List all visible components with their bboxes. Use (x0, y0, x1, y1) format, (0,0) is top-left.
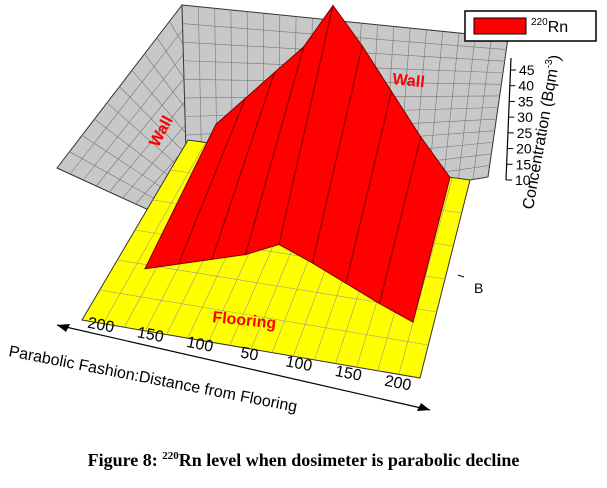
x-axis-arrowhead-right (417, 403, 430, 411)
x-axis-tick-label: 200 (86, 315, 116, 337)
y-axis-tick-label: 15 (516, 156, 532, 172)
y-axis-tick-label: 35 (518, 93, 534, 109)
x-axis-arrow-line (56, 324, 431, 411)
y-axis-tick-label: 30 (517, 109, 533, 125)
back-wall-gridline (472, 36, 492, 180)
floor-gridline (99, 289, 429, 346)
x-axis-tick-label: 200 (383, 373, 413, 395)
y-axis-tick-label: 40 (518, 78, 534, 94)
y-axis-label-exp: -3 (543, 58, 555, 69)
back-wall-label: Wall (392, 71, 426, 91)
y-axis-tick-label: 10 (515, 172, 531, 188)
caption-text: Rn level when dosimeter is parabolic dec… (178, 450, 520, 470)
legend: 220Rn (464, 10, 597, 42)
y-axis-line (505, 57, 512, 181)
y-axis-label-close: ) (546, 54, 564, 62)
figure-caption: Figure 8: 220Rn level when dosimeter is … (0, 450, 607, 471)
depth-axis: B (457, 274, 483, 296)
depth-axis-tick-label: B (474, 280, 483, 296)
y-axis-tick-label: 45 (519, 62, 535, 78)
caption-prefix: Figure 8: (87, 450, 163, 470)
y-axis-tick-label: 25 (517, 125, 533, 141)
x-axis-tick-label: 100 (284, 353, 314, 375)
x-axis-tick-label: 50 (239, 345, 260, 365)
depth-axis-tick (457, 274, 465, 278)
x-axis-tick-label: 100 (185, 334, 215, 356)
back-wall-gridline (442, 33, 460, 185)
x-axis-tick-label: 150 (334, 363, 364, 385)
concentration-surface (144, 4, 451, 323)
left-wall-gridline (82, 35, 199, 181)
legend-mass: 220 (531, 17, 548, 28)
x-axis: 200 150 100 50 100 150 200 (56, 315, 431, 411)
y-axis-tick-label: 20 (516, 141, 532, 157)
x-axis-tick-label: 150 (136, 324, 166, 346)
legend-swatch (473, 17, 527, 35)
back-wall-gridline (457, 34, 476, 183)
caption-isotope-mass: 220 (162, 450, 179, 462)
legend-label: 220Rn (531, 17, 568, 36)
legend-element: Rn (548, 19, 568, 36)
left-wall-gridline (69, 20, 191, 175)
floor-label: Flooring (212, 309, 277, 333)
surface-panel (378, 135, 451, 323)
x-axis-arrowhead-left (57, 324, 70, 332)
